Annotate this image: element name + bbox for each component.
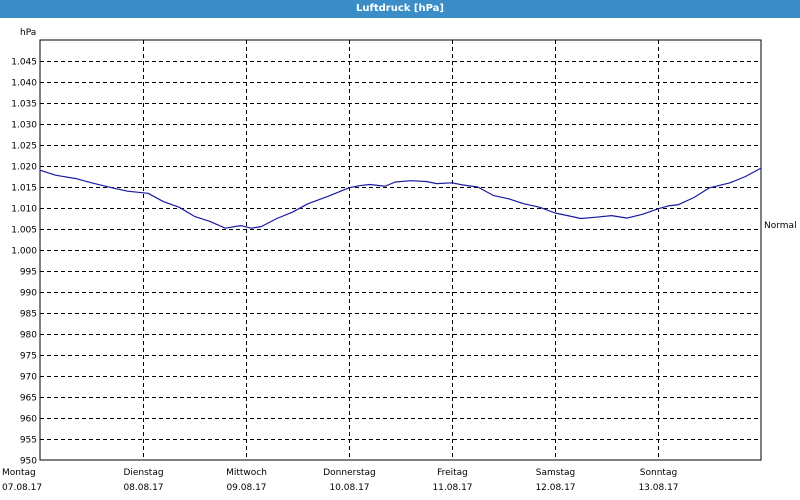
pressure-chart: 950 955 960 965 970 975 980 985 990 995 1.000 1.005…	[2, 28, 797, 493]
x-tick-day: Montag	[2, 468, 36, 478]
y-tick-label: 975	[20, 352, 37, 362]
y-tick-label: 1.020	[11, 163, 37, 173]
y-tick-label: 955	[20, 436, 37, 446]
y-tick-label: 1.005	[11, 226, 37, 236]
y-tick-label: 970	[20, 373, 37, 383]
window-title: Luftdruck [hPa]	[0, 0, 800, 18]
y-tick-label: 1.010	[11, 205, 37, 215]
x-tick-day: Freitag	[437, 468, 468, 478]
y-tick-label: 990	[20, 289, 37, 299]
x-tick-date: 11.08.17	[432, 483, 472, 493]
y-tick-label: 995	[20, 268, 37, 278]
x-tick-day: Samstag	[536, 468, 575, 478]
y-tick-label: 965	[20, 394, 37, 404]
x-tick-day: Donnerstag	[323, 468, 376, 478]
y-tick-label: 1.025	[11, 142, 37, 152]
grid-layer	[39, 39, 762, 461]
x-tick-date: 10.08.17	[329, 483, 369, 493]
y-tick-label: 960	[20, 415, 37, 425]
y-tick-label: 1.030	[11, 121, 37, 131]
x-tick-day: Sonntag	[640, 468, 677, 478]
pressure-series-line	[39, 167, 762, 229]
reference-label: Normal	[764, 221, 797, 231]
label-layer: 950 955 960 965 970 975 980 985 990 995 1.000 1.005…	[2, 28, 797, 493]
y-tick-label: 950	[20, 457, 37, 467]
y-tick-label: 1.015	[11, 184, 37, 194]
x-tick-date: 08.08.17	[123, 483, 163, 493]
y-axis-unit: hPa	[20, 28, 36, 38]
x-tick-date: 07.08.17	[2, 483, 42, 493]
x-tick-date: 09.08.17	[226, 483, 266, 493]
x-tick-day: Dienstag	[123, 468, 163, 478]
y-tick-label: 1.040	[11, 79, 37, 89]
x-tick-date: 13.08.17	[638, 483, 678, 493]
y-tick-label: 1.045	[11, 58, 37, 68]
series-layer	[39, 167, 762, 229]
y-tick-label: 980	[20, 331, 37, 341]
x-tick-date: 12.08.17	[535, 483, 575, 493]
x-tick-day: Mittwoch	[226, 468, 267, 478]
y-tick-label: 985	[20, 310, 37, 320]
y-tick-label: 1.000	[11, 247, 37, 257]
y-tick-label: 1.035	[11, 100, 37, 110]
